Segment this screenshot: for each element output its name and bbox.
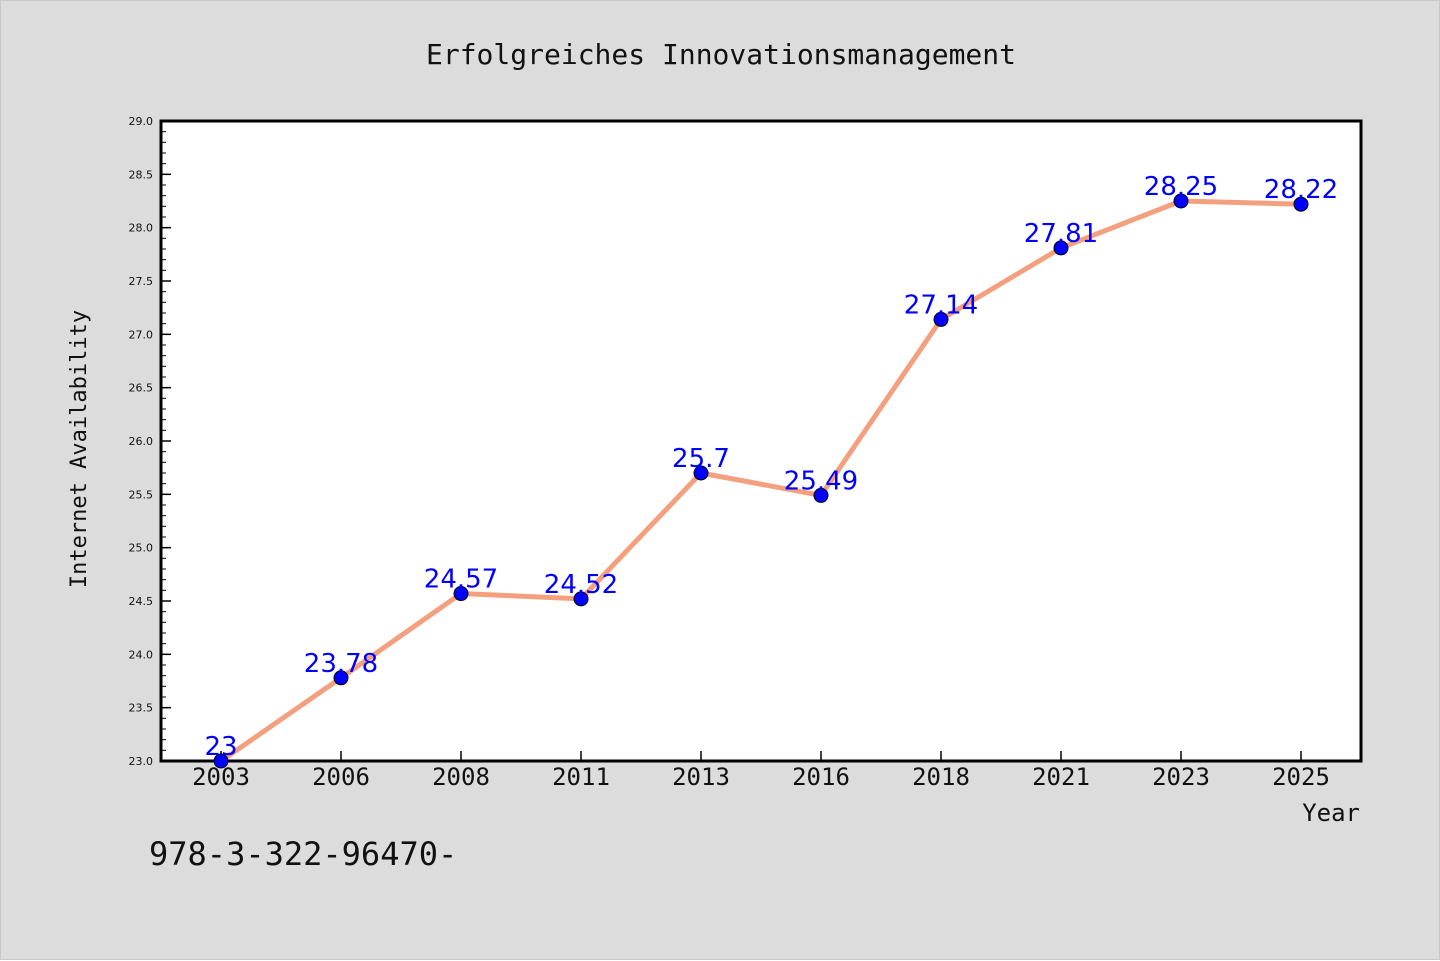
y-tick-label: 27.5 [129, 275, 154, 288]
data-label: 24.52 [544, 570, 618, 600]
y-tick-label: 26.5 [129, 382, 154, 395]
x-tick-label: 2025 [1272, 763, 1330, 791]
data-point [333, 670, 349, 686]
y-tick-label: 23.0 [129, 755, 154, 768]
series-line-group [218, 198, 1304, 764]
footer-text: 978-3-322-96470- [149, 835, 457, 873]
y-axis-label: Internet Availability [67, 310, 92, 588]
data-point [213, 753, 229, 769]
y-tick-label: 28.5 [129, 168, 154, 181]
data-label: 25.7 [672, 444, 730, 474]
y-tick-label: 24.5 [129, 595, 154, 608]
data-point [1293, 196, 1309, 212]
x-tick-label: 2008 [432, 763, 490, 791]
plot-area [159, 119, 1363, 763]
x-tick-label: 2021 [1032, 763, 1090, 791]
data-label: 24.57 [424, 565, 498, 595]
y-tick-label: 23.5 [129, 702, 154, 715]
chart-title: Erfolgreiches Innovationsmanagement [426, 38, 1016, 71]
x-tick-label: 2023 [1152, 763, 1210, 791]
y-tick-label: 29.0 [129, 115, 154, 128]
data-label: 28.25 [1144, 172, 1218, 202]
data-point [453, 586, 469, 602]
data-label: 27.14 [904, 290, 978, 320]
y-tick-label: 24.0 [129, 648, 154, 661]
data-point [693, 465, 709, 481]
y-tick-label: 26.0 [129, 435, 154, 448]
y-tick-label: 25.0 [129, 542, 154, 555]
x-tick-label: 2016 [792, 763, 850, 791]
data-label: 23.78 [304, 649, 378, 679]
x-tick-label: 2011 [552, 763, 610, 791]
series-line [218, 198, 1304, 764]
point-labels: 23 23.78 24.57 24.52 25.7 25.49 27.14 27.81 28.2… [204, 172, 1338, 762]
x-ticks: 2003 2006 2008 2011 2013 2016 2018 2021 2023 2025 [192, 751, 1330, 791]
data-label: 28.22 [1264, 175, 1338, 205]
y-tick-label: 28.0 [129, 222, 154, 235]
x-tick-label: 2018 [912, 763, 970, 791]
data-point [573, 591, 589, 607]
data-point [933, 311, 949, 327]
y-tick-label: 27.0 [129, 328, 154, 341]
x-tick-label: 2006 [312, 763, 370, 791]
major-y-ticks: 23.0 23.5 24.0 24.5 25.0 25.5 26.0 26.5 27.0 27.5… [129, 115, 171, 768]
y-tick-label: 25.5 [129, 488, 154, 501]
series-points [213, 193, 1309, 769]
data-point [1173, 193, 1189, 209]
data-point [1053, 240, 1069, 256]
data-label: 23 [204, 732, 237, 762]
x-tick-label: 2013 [672, 763, 730, 791]
data-point [813, 487, 829, 503]
data-label: 25.49 [784, 466, 858, 496]
x-axis-label: Year [1302, 799, 1360, 827]
data-label: 27.81 [1024, 219, 1098, 249]
